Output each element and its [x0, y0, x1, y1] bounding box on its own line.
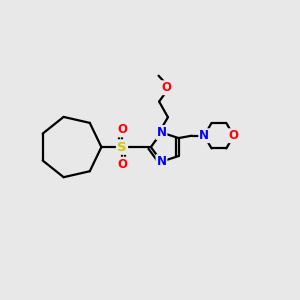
Text: N: N	[199, 129, 209, 142]
Text: N: N	[157, 126, 166, 139]
Text: O: O	[229, 129, 238, 142]
Text: O: O	[161, 81, 171, 94]
Text: S: S	[117, 141, 127, 154]
Text: O: O	[117, 158, 127, 171]
Text: N: N	[157, 155, 166, 168]
Text: O: O	[117, 124, 127, 136]
